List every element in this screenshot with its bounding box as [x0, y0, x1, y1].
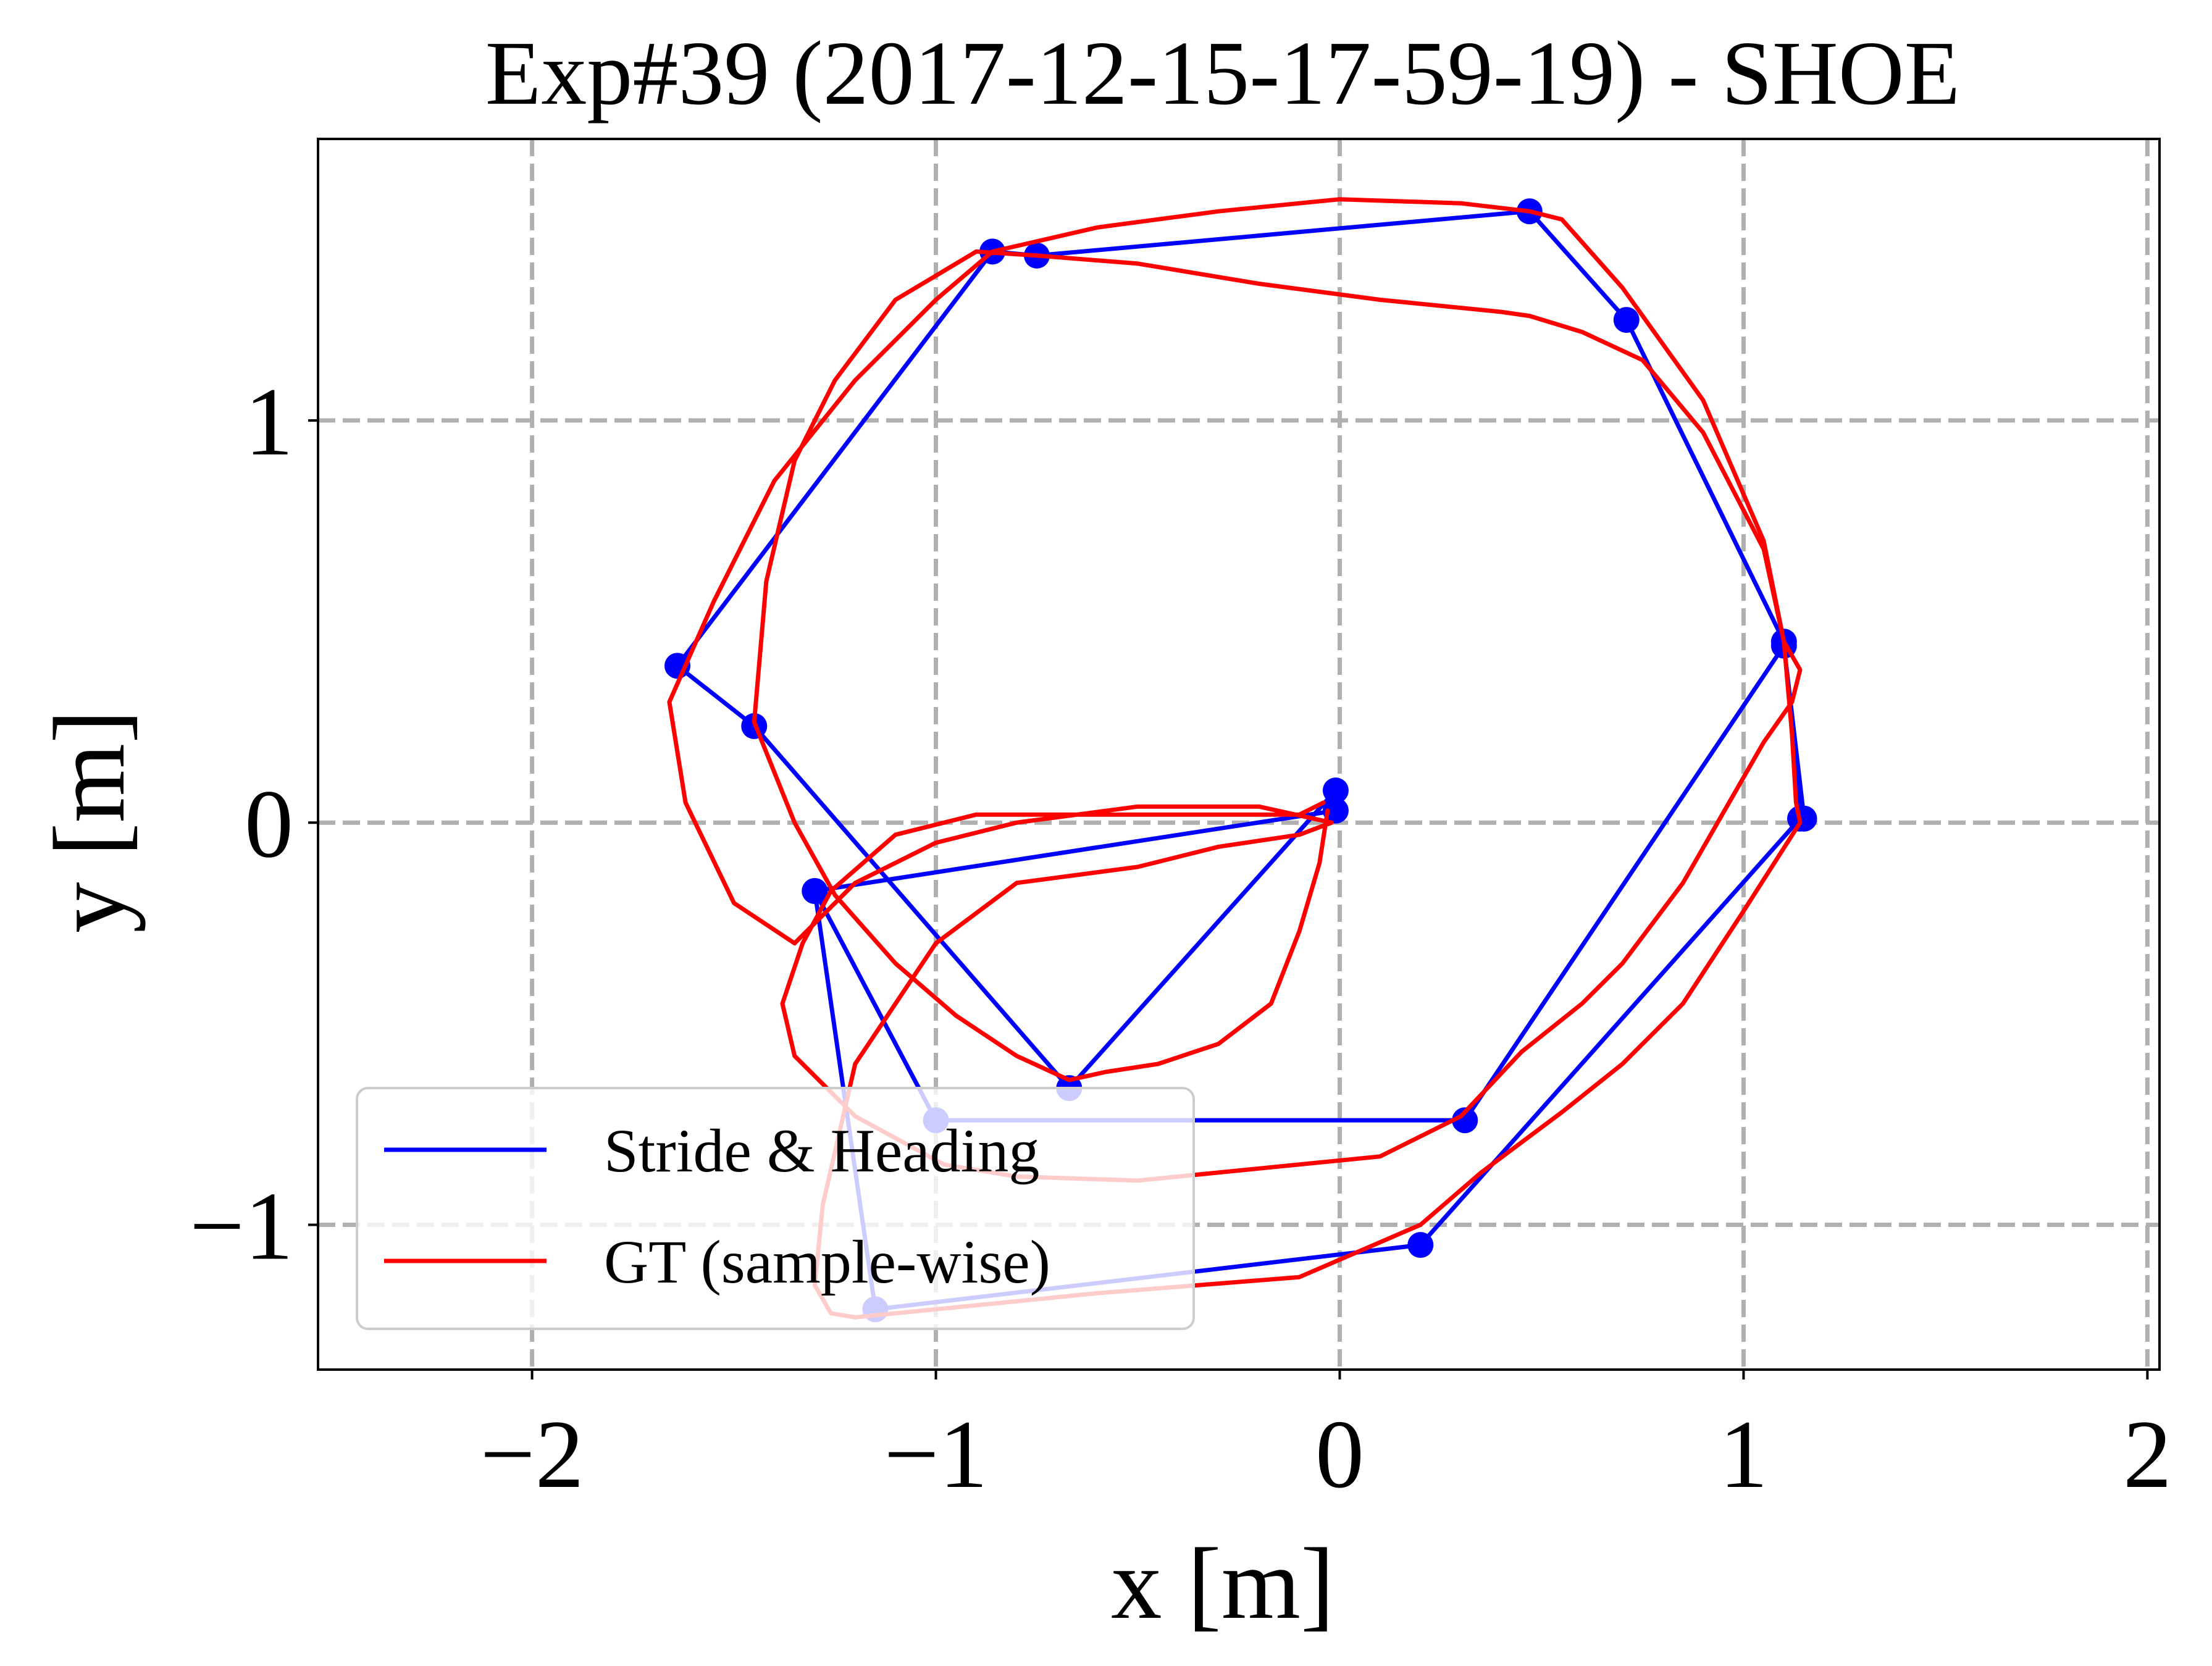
- plot-frame: [317, 138, 2161, 1371]
- y-axis-label: y [m]: [33, 710, 146, 933]
- series-line-1: [667, 197, 1803, 1320]
- series-point-0: [1613, 307, 1640, 333]
- chart-title: Exp#39 (2017-12-15-17-59-19) - SHOE: [485, 23, 1960, 124]
- x-tick-label: −1: [884, 1400, 987, 1509]
- y-tick-label: 1: [245, 368, 293, 476]
- x-axis-label: x [m]: [1111, 1527, 1334, 1640]
- legend-label-0: Stride & Heading: [604, 1116, 1039, 1185]
- tick-marks: −2 −1 0 1 2 −1 0 1: [190, 368, 2172, 1509]
- legend: Stride & Heading GT (sample-wise): [356, 1087, 1195, 1330]
- series-point-0: [1322, 797, 1349, 824]
- series-point-0: [1452, 1107, 1478, 1134]
- series-point-0: [802, 877, 828, 904]
- y-tick-label: −1: [190, 1173, 293, 1281]
- x-tick-label: −2: [480, 1400, 584, 1509]
- series-point-0: [1407, 1232, 1434, 1258]
- x-tick-label: 1: [1719, 1400, 1768, 1509]
- x-tick-label: 0: [1315, 1400, 1364, 1509]
- y-tick-label: 0: [245, 770, 293, 878]
- legend-label-1: GT (sample-wise): [604, 1228, 1050, 1296]
- legend-box: [356, 1087, 1195, 1330]
- series-point-0: [1322, 777, 1349, 804]
- x-tick-label: 2: [2123, 1400, 2172, 1509]
